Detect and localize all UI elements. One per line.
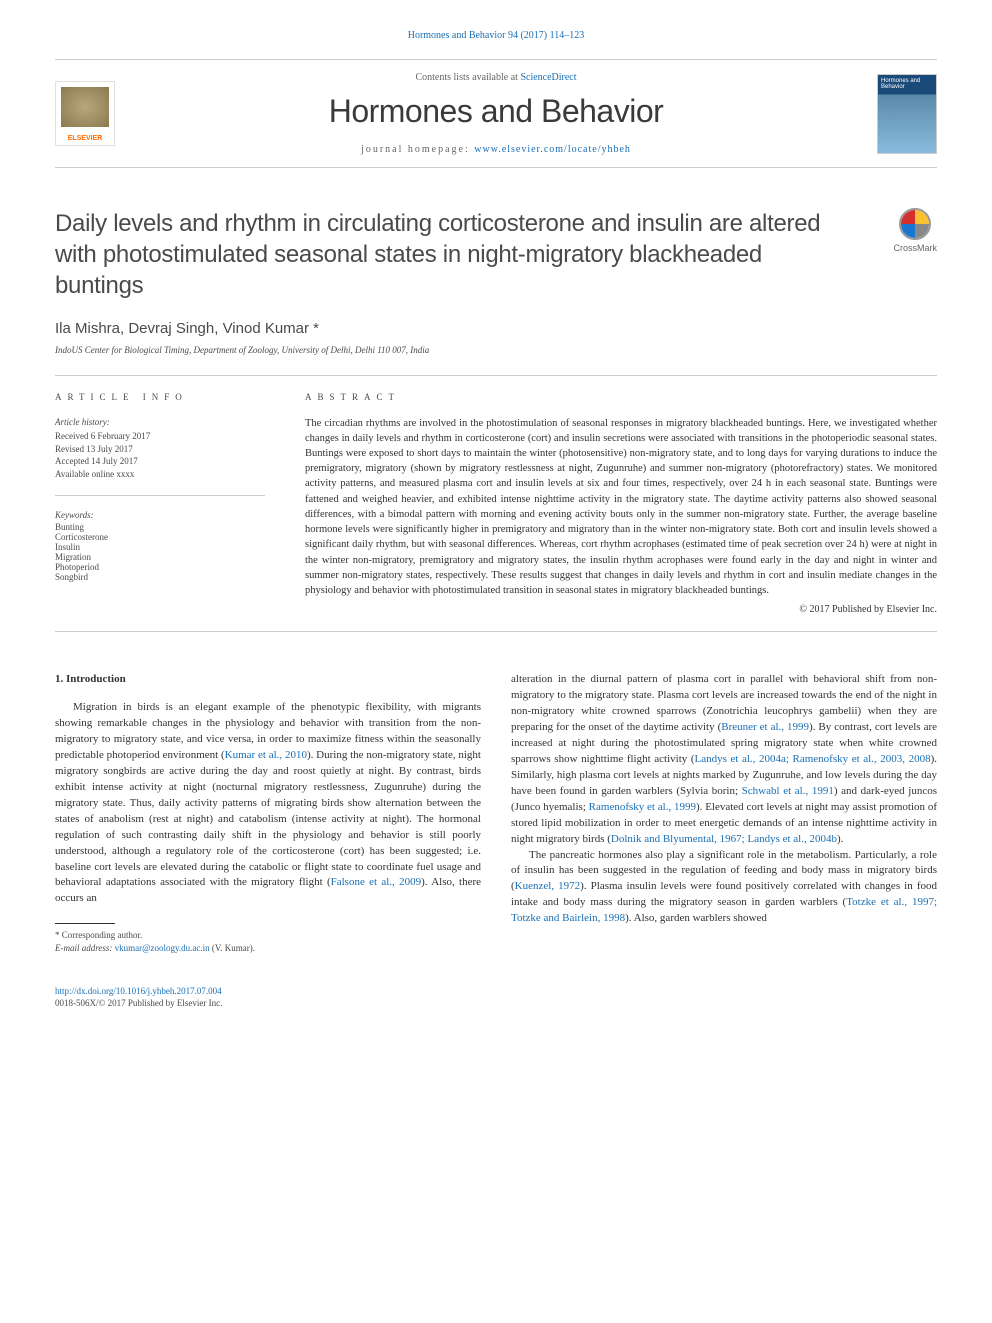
keyword: Bunting xyxy=(55,522,265,532)
meta-abstract-row: ARTICLE INFO Article history: Received 6… xyxy=(55,375,937,633)
abstract-column: ABSTRACT The circadian rhythms are invol… xyxy=(305,392,937,616)
corresponding-author-footnote: * Corresponding author. E-mail address: … xyxy=(55,929,481,954)
title-block: Daily levels and rhythm in circulating c… xyxy=(55,208,937,302)
affiliation: IndoUS Center for Biological Timing, Dep… xyxy=(55,345,937,355)
keywords-heading: Keywords: xyxy=(55,510,265,520)
history-online: Available online xxxx xyxy=(55,468,265,481)
body-column-left: 1. Introduction Migration in birds is an… xyxy=(55,672,481,954)
article-title: Daily levels and rhythm in circulating c… xyxy=(55,208,835,302)
authors: Ila Mishra, Devraj Singh, Vinod Kumar * xyxy=(55,320,937,337)
paragraph: alteration in the diurnal pattern of pla… xyxy=(511,672,937,847)
homepage-line: journal homepage: www.elsevier.com/locat… xyxy=(115,144,877,155)
keyword: Insulin xyxy=(55,542,265,552)
body-column-right: alteration in the diurnal pattern of pla… xyxy=(511,672,937,954)
doi-link[interactable]: http://dx.doi.org/10.1016/j.yhbeh.2017.0… xyxy=(55,986,222,996)
footnote-separator xyxy=(55,923,115,924)
history-revised: Revised 13 July 2017 xyxy=(55,443,265,456)
body-text: ). Also, garden warblers showed xyxy=(625,912,767,924)
citation-link[interactable]: Dolnik and Blyumental, 1967; Landys et a… xyxy=(611,833,837,845)
body-text: ). During the non-migratory state, night… xyxy=(55,749,481,889)
publisher-logo-text: ELSEVIER xyxy=(68,135,103,142)
citation-link[interactable]: Landys et al., 2004a; Ramenofsky et al.,… xyxy=(695,753,931,765)
sciencedirect-line: Contents lists available at ScienceDirec… xyxy=(115,72,877,83)
email-name: (V. Kumar). xyxy=(212,943,255,953)
citation-link[interactable]: Schwabl et al., 1991 xyxy=(742,785,834,797)
sciencedirect-link[interactable]: ScienceDirect xyxy=(520,72,576,83)
history-accepted: Accepted 14 July 2017 xyxy=(55,455,265,468)
banner-center: Contents lists available at ScienceDirec… xyxy=(115,72,877,155)
sciencedirect-prefix: Contents lists available at xyxy=(415,72,520,83)
section-heading: 1. Introduction xyxy=(55,672,481,688)
homepage-prefix: journal homepage: xyxy=(361,144,474,155)
abstract-copyright: © 2017 Published by Elsevier Inc. xyxy=(305,604,937,615)
abstract-heading: ABSTRACT xyxy=(305,392,937,402)
body-columns: 1. Introduction Migration in birds is an… xyxy=(55,672,937,954)
article-info-heading: ARTICLE INFO xyxy=(55,392,265,402)
email-link[interactable]: vkumar@zoology.du.ac.in xyxy=(115,943,210,953)
keyword: Songbird xyxy=(55,572,265,582)
cover-thumbnail: Hormones and Behavior xyxy=(877,74,937,154)
citation-link[interactable]: Falsone et al., 2009 xyxy=(331,876,421,888)
header-citation: Hormones and Behavior 94 (2017) 114–123 xyxy=(55,30,937,41)
journal-banner: ELSEVIER Contents lists available at Sci… xyxy=(55,59,937,168)
citation-link[interactable]: Ramenofsky et al., 1999 xyxy=(589,801,696,813)
keyword: Corticosterone xyxy=(55,532,265,542)
cover-label: Hormones and Behavior xyxy=(881,78,920,90)
article-info-column: ARTICLE INFO Article history: Received 6… xyxy=(55,392,265,616)
history-received: Received 6 February 2017 xyxy=(55,430,265,443)
issn-line: 0018-506X/© 2017 Published by Elsevier I… xyxy=(55,997,937,1010)
keywords-block: Keywords: Bunting Corticosterone Insulin… xyxy=(55,510,265,582)
homepage-link[interactable]: www.elsevier.com/locate/yhbeh xyxy=(474,144,631,155)
abstract-text: The circadian rhythms are involved in th… xyxy=(305,416,937,599)
keyword: Photoperiod xyxy=(55,562,265,572)
paragraph: The pancreatic hormones also play a sign… xyxy=(511,848,937,928)
email-label: E-mail address: xyxy=(55,943,112,953)
corr-author-label: * Corresponding author. xyxy=(55,929,481,942)
citation-link[interactable]: Kumar et al., 2010 xyxy=(225,749,307,761)
journal-name: Hormones and Behavior xyxy=(115,93,877,130)
publisher-logo: ELSEVIER xyxy=(55,81,115,146)
crossmark-label: CrossMark xyxy=(893,243,937,253)
paragraph: Migration in birds is an elegant example… xyxy=(55,700,481,907)
crossmark-widget[interactable]: CrossMark xyxy=(893,208,937,253)
keyword: Migration xyxy=(55,552,265,562)
history-heading: Article history: xyxy=(55,416,265,429)
body-text: ). xyxy=(837,833,843,845)
bottom-meta: http://dx.doi.org/10.1016/j.yhbeh.2017.0… xyxy=(55,985,937,1010)
citation-link[interactable]: Breuner et al., 1999 xyxy=(721,721,809,733)
crossmark-icon xyxy=(899,208,931,240)
citation-link[interactable]: Hormones and Behavior 94 (2017) 114–123 xyxy=(408,30,585,41)
citation-link[interactable]: Kuenzel, 1972 xyxy=(515,880,580,892)
article-history-block: Article history: Received 6 February 201… xyxy=(55,416,265,496)
